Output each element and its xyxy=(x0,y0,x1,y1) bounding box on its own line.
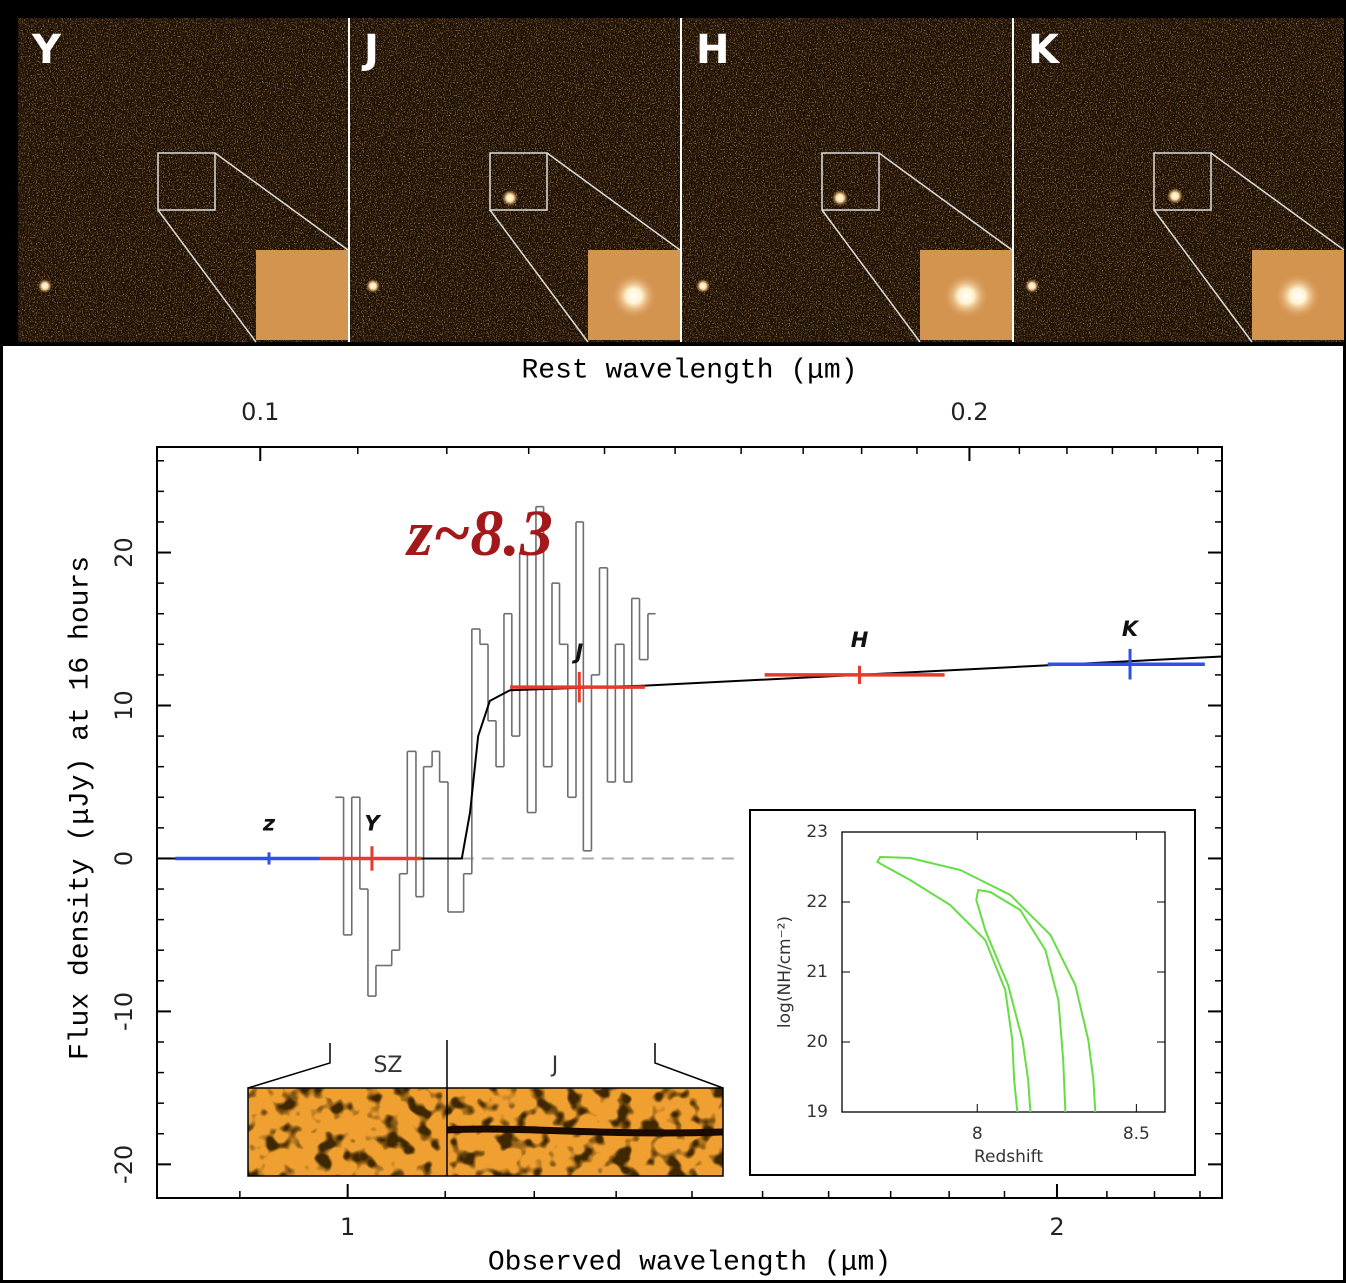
zoom-connector xyxy=(214,152,349,251)
zoom-source xyxy=(944,274,988,318)
x2-tick-label: 0.1 xyxy=(241,398,279,426)
inset-frame xyxy=(749,809,1196,1176)
target-source xyxy=(502,190,518,206)
zoom-box xyxy=(157,152,216,211)
x-tick-label: 8 xyxy=(972,1124,983,1144)
zoom-connector xyxy=(821,209,921,343)
photometry-label: H xyxy=(851,628,869,652)
zoom-connector xyxy=(878,152,1013,251)
image-panel: K xyxy=(1014,18,1345,343)
contour xyxy=(875,855,1097,1113)
x-axis-label: Observed wavelength (μm) xyxy=(488,1247,891,1278)
x-tick-label: 2 xyxy=(1049,1213,1064,1241)
zoom-source xyxy=(1276,274,1320,318)
spectrum-image-label: J xyxy=(550,1053,559,1078)
contour xyxy=(975,888,1067,1113)
y-axis-label: log(NH/cm⁻²) xyxy=(775,916,795,1028)
left-border xyxy=(0,0,18,345)
x-tick-label: 8.5 xyxy=(1123,1124,1150,1144)
bracket xyxy=(654,1043,724,1089)
top-border xyxy=(0,0,1346,18)
plot-frame xyxy=(156,446,1223,1199)
source xyxy=(1025,279,1039,293)
zoom-connector xyxy=(1153,209,1253,343)
y-tick-label: 22 xyxy=(806,892,828,912)
zoom-box xyxy=(489,152,548,211)
spectrum-trace xyxy=(446,1125,724,1137)
zoom-box xyxy=(1153,152,1212,211)
y-tick-label: 10 xyxy=(110,690,138,721)
spectrum-image-frame xyxy=(247,1087,724,1177)
x2-axis-label: Rest wavelength (μm) xyxy=(521,355,857,386)
y-tick-label: 23 xyxy=(806,822,828,842)
photometry-label: Y xyxy=(364,811,381,835)
panel-label: J xyxy=(361,27,379,73)
image-panel: Y xyxy=(18,18,349,343)
image-panel: H xyxy=(682,18,1013,343)
source xyxy=(38,279,52,293)
y-tick-label: 21 xyxy=(806,962,828,982)
target-source xyxy=(832,190,848,206)
x-tick-label: 1 xyxy=(340,1213,355,1241)
y-tick-label: 19 xyxy=(806,1102,828,1122)
y-tick-label: 20 xyxy=(110,537,138,568)
panel-label: K xyxy=(1028,27,1061,73)
y-axis-label: Flux density (μJy) at 16 hours xyxy=(65,556,96,1060)
panel-label: Y xyxy=(31,27,62,73)
target-source xyxy=(1167,188,1183,204)
source xyxy=(366,279,380,293)
annotation: z~8.3 xyxy=(405,497,553,570)
source xyxy=(696,279,710,293)
photometry-label: z xyxy=(262,811,276,835)
main-chart: -20 -10 0 10 20 1 2 0.1 0.2 Observed wavelength (… xyxy=(65,355,1223,1278)
inset-chart: 19 20 21 22 23 8 8.5 Redshift log(NH/cm⁻²) xyxy=(749,809,1196,1176)
zoom-connector xyxy=(1210,152,1345,251)
zoom-connector xyxy=(157,209,257,343)
zoom-inset xyxy=(256,250,348,340)
x-axis-label: Redshift xyxy=(974,1147,1043,1167)
y-tick-label: -20 xyxy=(110,1145,138,1184)
zoom-connector xyxy=(489,209,589,343)
y-tick-label: 20 xyxy=(806,1032,828,1052)
panel-border xyxy=(0,342,1346,346)
image-panel: J xyxy=(350,18,681,343)
x2-tick-label: 0.2 xyxy=(950,398,988,426)
panel-label: H xyxy=(696,27,729,73)
bracket xyxy=(247,1043,331,1089)
zoom-box xyxy=(821,152,880,211)
zoom-source xyxy=(612,274,656,318)
y-tick-label: 0 xyxy=(110,851,138,866)
photometry-label: K xyxy=(1122,617,1140,641)
zoom-connector xyxy=(546,152,681,251)
y-tick-label: -10 xyxy=(110,992,138,1031)
spectrum-image-label: SZ xyxy=(373,1053,402,1078)
